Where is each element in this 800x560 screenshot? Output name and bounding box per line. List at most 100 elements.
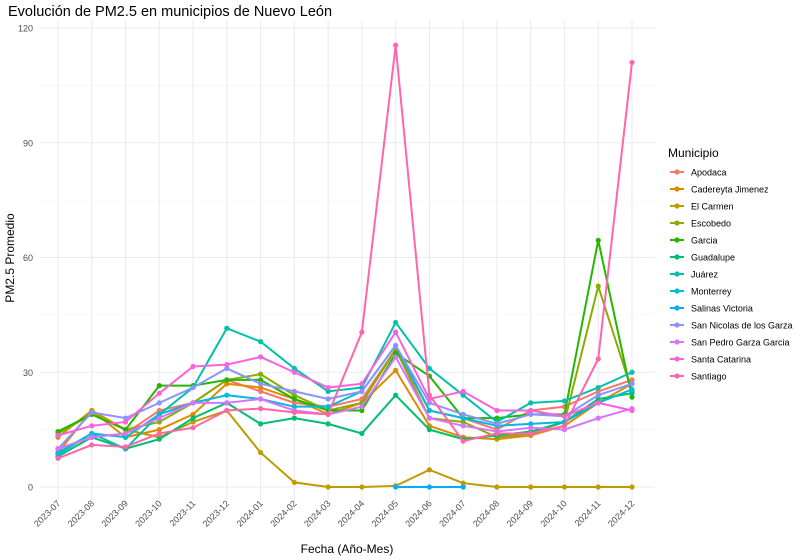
- data-point: [55, 446, 61, 452]
- data-point: [257, 381, 264, 387]
- y-tick-label: 60: [23, 253, 33, 263]
- legend-label: San Pedro Garza Garcia: [691, 338, 790, 348]
- data-point: [291, 404, 297, 410]
- series-el-carmen: [55, 407, 635, 490]
- legend-label: Cadereyta Jimenez: [691, 185, 769, 195]
- data-point: [257, 377, 264, 383]
- legend-item: El Carmen: [670, 202, 734, 212]
- data-point: [460, 419, 466, 425]
- data-point: [426, 427, 433, 433]
- data-point: [595, 484, 601, 490]
- legend-label: Garcia: [691, 236, 718, 246]
- data-point: [359, 430, 365, 437]
- legend-item: San Nicolas de los Garza: [670, 321, 793, 331]
- legend-key-point: [674, 203, 680, 209]
- data-point: [190, 415, 196, 421]
- data-point: [629, 369, 635, 375]
- data-point: [224, 362, 230, 368]
- data-point: [595, 392, 601, 398]
- data-point: [528, 425, 534, 431]
- data-point: [291, 415, 297, 421]
- legend-key-point: [674, 237, 680, 243]
- data-point: [156, 436, 162, 442]
- data-point: [359, 388, 365, 394]
- legend-label: Monterrey: [691, 287, 732, 297]
- series-santiago: [55, 42, 635, 461]
- legend-item: Guadalupe: [670, 253, 735, 263]
- data-point: [190, 363, 196, 370]
- data-point: [629, 407, 635, 414]
- data-point: [122, 419, 129, 425]
- x-tick-label: 2024-04: [336, 498, 366, 528]
- data-point: [393, 342, 399, 349]
- legend-item: Apodaca: [670, 168, 727, 178]
- data-point: [528, 407, 534, 414]
- data-point: [595, 415, 601, 421]
- data-point: [89, 430, 95, 437]
- data-point: [629, 484, 635, 490]
- data-point: [561, 427, 568, 433]
- legend-label: Escobedo: [691, 219, 731, 229]
- data-point: [156, 407, 162, 414]
- data-point: [224, 377, 230, 383]
- x-tick-label: 2024-01: [235, 498, 265, 528]
- data-point: [595, 283, 601, 289]
- series-escobedo: [55, 282, 635, 440]
- data-point: [561, 484, 568, 490]
- legend-label: Salinas Victoria: [691, 304, 753, 314]
- data-point: [595, 388, 601, 394]
- data-point: [224, 381, 230, 387]
- data-point: [359, 404, 365, 410]
- data-point: [629, 394, 635, 400]
- data-point: [156, 430, 162, 437]
- data-point: [629, 381, 635, 387]
- data-point: [156, 390, 162, 396]
- series-line: [57, 343, 633, 456]
- data-point: [224, 325, 230, 331]
- data-point: [494, 484, 500, 490]
- legend-label: Santiago: [691, 372, 727, 382]
- data-point: [122, 430, 129, 437]
- y-axis-ticks: 0 30 60 90 120: [18, 24, 33, 493]
- data-point: [156, 411, 162, 417]
- data-point: [460, 438, 466, 444]
- data-point: [426, 392, 433, 398]
- data-point: [291, 396, 297, 402]
- data-point: [595, 237, 601, 243]
- data-point: [224, 400, 230, 406]
- data-point: [359, 329, 365, 335]
- data-point: [89, 423, 95, 429]
- data-point: [190, 384, 196, 391]
- data-point: [325, 404, 331, 410]
- data-point: [494, 430, 500, 437]
- data-point: [494, 421, 500, 427]
- data-point: [595, 396, 601, 402]
- data-point: [224, 407, 230, 414]
- data-point: [561, 413, 568, 419]
- legend-key-point: [674, 169, 680, 175]
- series-garcia: [55, 237, 635, 435]
- series-line: [57, 45, 633, 460]
- data-point: [393, 319, 399, 326]
- legend-item: Cadereyta Jimenez: [670, 185, 769, 195]
- x-tick-label: 2023-10: [133, 498, 163, 528]
- series-ju-rez: [55, 319, 635, 456]
- data-point: [393, 329, 399, 335]
- data-point: [224, 365, 230, 372]
- y-tick-label: 90: [23, 138, 33, 148]
- data-point: [561, 398, 568, 404]
- legend-title: Municipio: [668, 146, 719, 160]
- legend-key-point: [674, 254, 680, 260]
- legend-label: El Carmen: [691, 202, 734, 212]
- legend-item: Juárez: [670, 270, 719, 280]
- data-point: [426, 415, 433, 421]
- data-point: [257, 421, 264, 427]
- data-point: [393, 350, 399, 356]
- data-point: [156, 415, 162, 421]
- data-point: [122, 415, 129, 421]
- data-point: [291, 409, 297, 416]
- data-point: [629, 386, 635, 393]
- series-salinas-victoria: [393, 484, 466, 490]
- x-tick-label: 2024-05: [370, 498, 400, 528]
